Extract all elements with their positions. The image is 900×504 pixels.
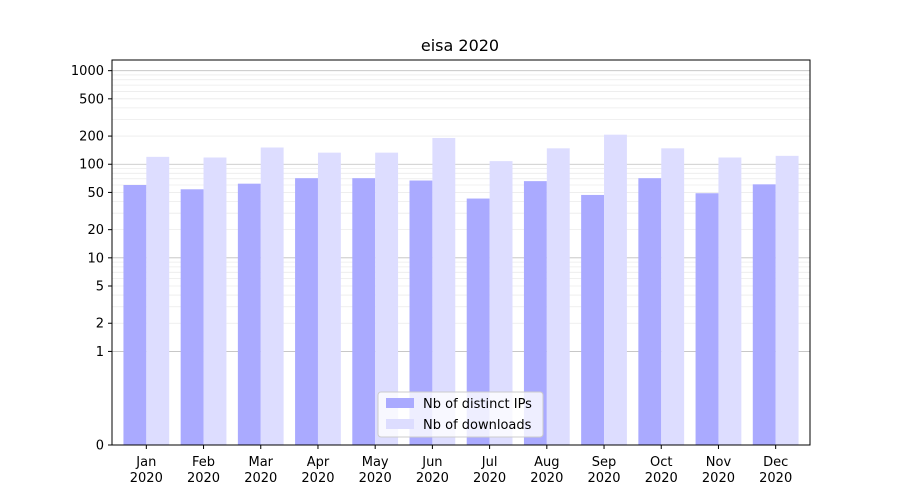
y-tick-label: 200 (79, 130, 104, 145)
legend-label: Nb of downloads (423, 418, 532, 433)
y-tick-label: 1 (96, 345, 104, 360)
bar-distinct-ips (237, 183, 261, 445)
y-tick-label: 10 (87, 251, 104, 266)
x-tick-label-month: May (362, 455, 389, 470)
x-tick-label-month: Mar (248, 455, 273, 470)
grid-lines (112, 70, 810, 352)
x-tick-label-year: 2020 (530, 471, 563, 486)
bar-downloads (718, 157, 742, 445)
bar-distinct-ips (180, 189, 204, 445)
x-tick-label-month: Jan (135, 455, 156, 470)
x-tick-label-month: Feb (192, 455, 215, 470)
bar-downloads (604, 134, 627, 445)
bar-downloads (375, 152, 399, 445)
y-tick-label: 100 (79, 158, 104, 173)
bar-downloads (546, 148, 570, 446)
bar-distinct-ips (523, 181, 547, 445)
y-tick-label: 5 (96, 280, 104, 295)
x-axis: Jan2020Feb2020Mar2020Apr2020May2020Jun20… (130, 445, 792, 486)
bar-distinct-ips (638, 178, 662, 445)
bars (123, 134, 799, 446)
y-tick-label: 50 (87, 186, 104, 201)
bar-downloads (432, 137, 456, 445)
x-tick-label-year: 2020 (416, 471, 449, 486)
x-tick-label-month: Dec (763, 455, 788, 470)
bar-downloads (317, 152, 341, 445)
x-tick-label-year: 2020 (301, 471, 334, 486)
bar-distinct-ips (466, 198, 490, 445)
legend: Nb of distinct IPs Nb of downloads (377, 391, 544, 438)
y-tick-label: 20 (87, 223, 104, 238)
legend-box (377, 391, 544, 438)
bar-downloads (203, 157, 227, 445)
x-tick-label-year: 2020 (473, 471, 506, 486)
bar-downloads (260, 147, 284, 446)
x-tick-label-month: Jul (481, 455, 498, 470)
bar-downloads (489, 161, 513, 445)
bar-distinct-ips (695, 193, 719, 445)
x-tick-label-year: 2020 (587, 471, 620, 486)
x-tick-label-month: Apr (307, 455, 330, 470)
plot-frame (111, 59, 811, 446)
y-axis: 0 1 2 5 10 20 50 100 200 500 1000 (71, 64, 112, 454)
legend-swatch (386, 398, 414, 408)
x-tick-label-year: 2020 (759, 471, 792, 486)
x-tick-label-year: 2020 (359, 471, 392, 486)
bar-distinct-ips (409, 180, 433, 446)
bar-distinct-ips (581, 194, 605, 445)
y-tick-label: 500 (79, 92, 104, 107)
x-tick-label-month: Oct (650, 455, 672, 470)
y-tick-label: 0 (96, 439, 104, 454)
bar-distinct-ips (752, 184, 776, 445)
x-tick-label-year: 2020 (187, 471, 220, 486)
chart-title: eisa 2020 (421, 36, 499, 55)
x-tick-label-month: Jun (421, 455, 442, 470)
legend-swatch (386, 419, 414, 429)
x-tick-label-year: 2020 (645, 471, 678, 486)
y-tick-label: 2 (96, 317, 104, 332)
x-tick-label-year: 2020 (702, 471, 735, 486)
bar-distinct-ips (295, 178, 318, 445)
x-tick-label-year: 2020 (244, 471, 277, 486)
bar-downloads (146, 156, 170, 446)
bar-downloads (661, 148, 685, 446)
bar-distinct-ips (352, 178, 376, 445)
x-tick-label-month: Aug (534, 455, 559, 470)
x-tick-label-year: 2020 (130, 471, 163, 486)
x-tick-label-month: Sep (592, 455, 617, 470)
legend-label: Nb of distinct IPs (423, 397, 532, 412)
bar-distinct-ips (123, 185, 147, 445)
x-tick-label-month: Nov (706, 455, 732, 470)
y-tick-label: 1000 (71, 64, 104, 79)
bar-downloads (775, 155, 799, 445)
